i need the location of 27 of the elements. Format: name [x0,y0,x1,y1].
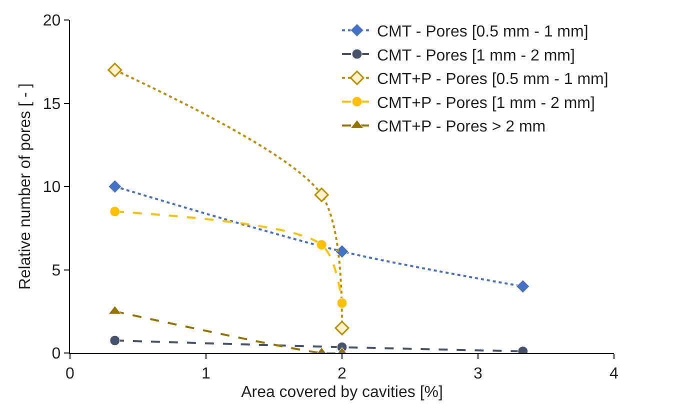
x-tick-label: 2 [338,365,347,382]
legend-label: CMT+P - Pores [0.5 mm - 1 mm] [377,71,608,88]
y-tick-label: 20 [42,12,61,30]
y-tick-label: 0 [52,346,61,363]
legend-label: CMT+P - Pores > 2 mm [377,118,546,136]
point [334,320,350,336]
point [110,206,120,217]
x-tick-label: 3 [474,365,483,382]
point [314,188,329,202]
point [108,62,122,78]
point [108,180,122,194]
x-tick-label: 1 [202,365,211,382]
point [316,240,327,250]
y-tick-label: 5 [52,262,61,280]
x-axis-title: Area covered by cavities [%] [241,384,443,401]
legend-label: CMT - Pores [0.5 mm - 1 mm] [377,23,588,40]
point [336,298,348,308]
legend-label: CMT - Pores [1 mm - 2 mm] [377,47,575,64]
x-tick-label: 4 [610,365,619,382]
y-tick-label: 15 [42,96,61,113]
point [335,244,349,258]
x-tick-label: 0 [66,365,75,382]
y-tick-label: 10 [42,179,61,196]
point [110,335,120,346]
point [516,280,530,294]
y-axis-title: Relative number of pores [ - ] [16,83,34,290]
legend-label: CMT+P - Pores [1 mm - 2 mm] [377,94,595,112]
